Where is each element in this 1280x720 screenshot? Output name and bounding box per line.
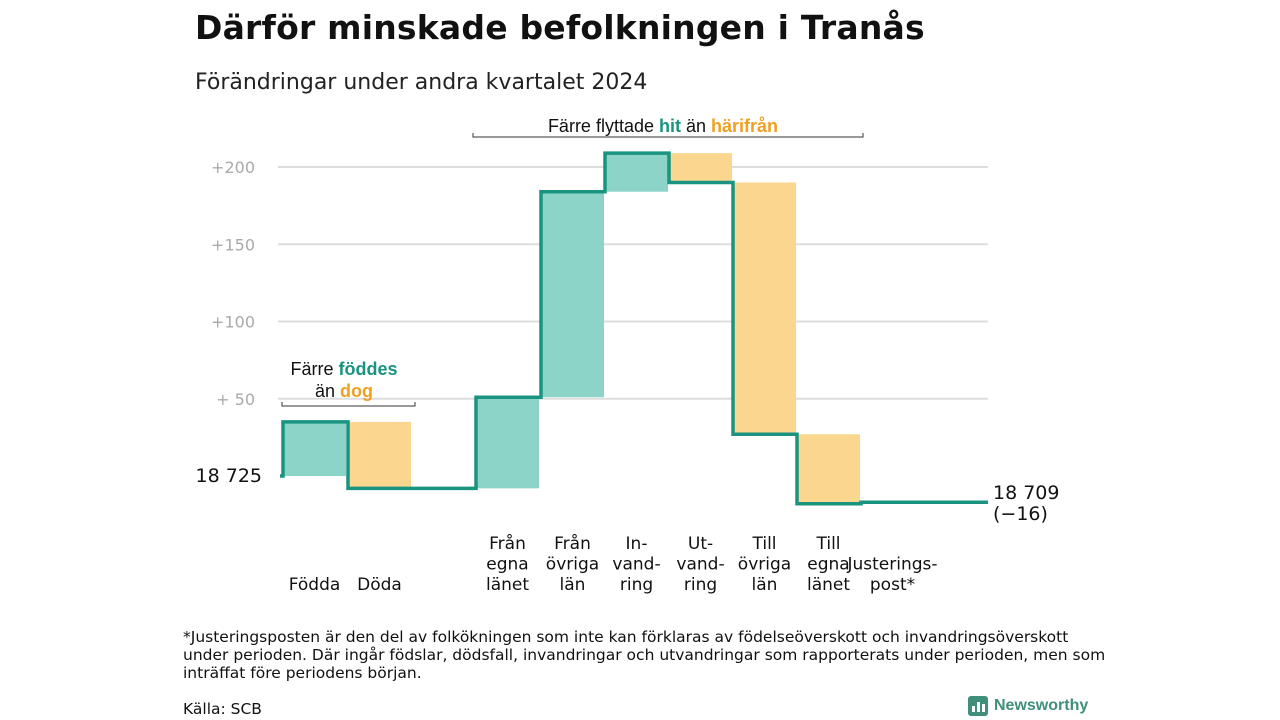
category-label: Döda [357, 575, 402, 595]
bar [669, 153, 732, 183]
bar [733, 182, 796, 435]
brand-logo: Newsworthy [968, 696, 1088, 716]
category-label: Från [489, 533, 526, 554]
bar [541, 191, 604, 398]
bar [476, 397, 539, 489]
chart-title: Därför minskade befolkningen i Tranås [195, 8, 925, 47]
annotation-part: dog [340, 381, 373, 401]
bracket-migration [472, 133, 864, 138]
annotation-migration: Färre flyttade hit än härifrån [548, 116, 778, 136]
bar [348, 421, 411, 489]
bracket-births [281, 402, 416, 407]
y-tick-label: +150 [211, 235, 255, 254]
y-tick-label: + 50 [216, 390, 255, 409]
y-tick-label: +200 [211, 158, 255, 177]
category-label: län [752, 575, 778, 595]
bar-chart-icon [968, 696, 988, 716]
bar [283, 421, 346, 476]
category-label: ring [684, 575, 717, 595]
category-label: övriga [738, 555, 791, 575]
category-label: Från [554, 533, 591, 554]
waterfall-line [280, 151, 988, 506]
category-label: egna [486, 555, 528, 575]
bar [605, 153, 668, 192]
category-label: Födda [289, 575, 341, 595]
category-label: länet [486, 575, 529, 595]
annotation-part: föddes [339, 359, 398, 379]
category-label: vand- [612, 555, 660, 575]
category-label: In- [626, 534, 648, 554]
annotation-part: härifrån [711, 116, 778, 136]
source-label: Källa: SCB [183, 700, 262, 718]
end-value-label: 18 709 [993, 482, 1059, 504]
category-label: länet [807, 575, 850, 595]
category-label: län [560, 575, 586, 595]
annotation-part: än [315, 381, 340, 401]
category-label: Till [815, 534, 840, 554]
annotation-births-line2: än dog [315, 381, 373, 401]
start-value-label: 18 725 [196, 465, 262, 487]
annotation-part: än [681, 116, 711, 136]
annotation-births-line1: Färre föddes [290, 359, 397, 379]
waterfall-chart: + 50 +100 +150 +200 18 725 18 709(−16) Födda Dö… [196, 116, 1060, 595]
annotation-part: Färre [290, 359, 338, 379]
category-label: Justerings- [846, 555, 937, 575]
annotation-part: hit [659, 116, 681, 136]
y-tick-label: +100 [211, 313, 255, 332]
category-label: övriga [546, 555, 599, 575]
category-label: ring [620, 575, 653, 595]
category-label: vand- [676, 555, 724, 575]
category-label: Ut- [688, 534, 713, 554]
annotation-part: Färre flyttade [548, 116, 659, 136]
category-label: Till [751, 534, 776, 554]
end-change-label: (−16) [993, 503, 1048, 525]
category-label: post* [870, 575, 915, 595]
brand-name: Newsworthy [994, 697, 1089, 714]
footnote: *Justeringsposten är den del av folkökni… [183, 628, 1106, 682]
bar [797, 434, 860, 504]
chart-subtitle: Förändringar under andra kvartalet 2024 [195, 70, 648, 95]
category-label: egna [807, 555, 849, 575]
